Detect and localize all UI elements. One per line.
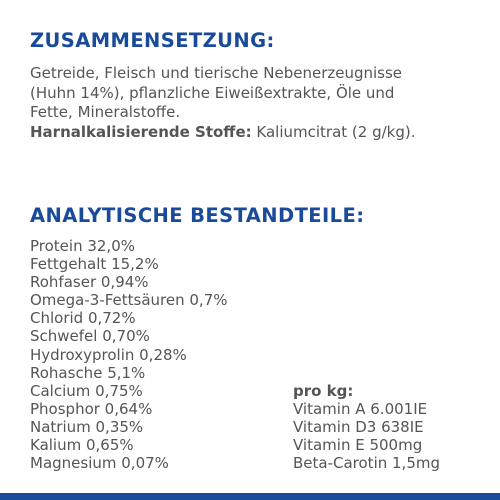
bottom-accent-bar [0, 493, 500, 500]
analysis-item-ash: Rohasche 5,1% [30, 363, 146, 382]
vitamin-item-beta-carotene: Beta-Carotin 1,5mg [293, 454, 440, 473]
analysis-item-fat: Fettgehalt 15,2% [30, 255, 159, 274]
additive-value: Kaliumcitrat (2 g/kg). [251, 122, 416, 141]
vitamins-block: pro kg: Vitamin A 6.001IE Vitamin D3 638… [293, 382, 440, 472]
composition-heading: ZUSAMMENSETZUNG: [30, 29, 275, 52]
additive-label: Harnalkalisierende Stoffe: [30, 122, 252, 141]
analysis-item-chloride: Chlorid 0,72% [30, 309, 136, 328]
vitamin-item-a: Vitamin A 6.001IE [293, 400, 428, 419]
analysis-item-phosphorus: Phosphor 0,64% [30, 399, 153, 418]
analysis-item-fiber: Rohfaser 0,94% [30, 273, 149, 292]
analysis-item-sulfur: Schwefel 0,70% [30, 327, 150, 346]
vitamin-item-d3: Vitamin D3 638IE [293, 418, 424, 437]
analysis-item-potassium: Kalium 0,65% [30, 436, 134, 455]
composition-line: Getreide, Fleisch und tierische Nebenerz… [30, 64, 403, 82]
analysis-list: Protein 32,0% Fettgehalt 15,2% Rohfaser … [30, 237, 228, 472]
composition-line: (Huhn 14%), pflanzliche Eiweißextrakte, … [30, 83, 395, 102]
composition-line: Fette, Mineralstoffe. [30, 103, 181, 121]
analysis-item-sodium: Natrium 0,35% [30, 417, 144, 436]
analysis-item-omega3: Omega-3-Fettsäuren 0,7% [30, 291, 228, 310]
analysis-item-protein: Protein 32,0% [30, 237, 135, 255]
analysis-item-magnesium: Magnesium 0,07% [30, 454, 169, 473]
analysis-item-calcium: Calcium 0,75% [30, 381, 143, 400]
additive-line: Harnalkalisierende Stoffe: Kaliumcitrat … [30, 123, 490, 143]
analysis-heading: ANALYTISCHE BESTANDTEILE: [30, 204, 365, 227]
analysis-item-hydroxyproline: Hydroxyprolin 0,28% [30, 345, 187, 364]
composition-text: Getreide, Fleisch und tierische Nebenerz… [30, 64, 490, 142]
vitamin-item-e: Vitamin E 500mg [293, 436, 423, 455]
vitamins-title: pro kg: [293, 382, 354, 400]
